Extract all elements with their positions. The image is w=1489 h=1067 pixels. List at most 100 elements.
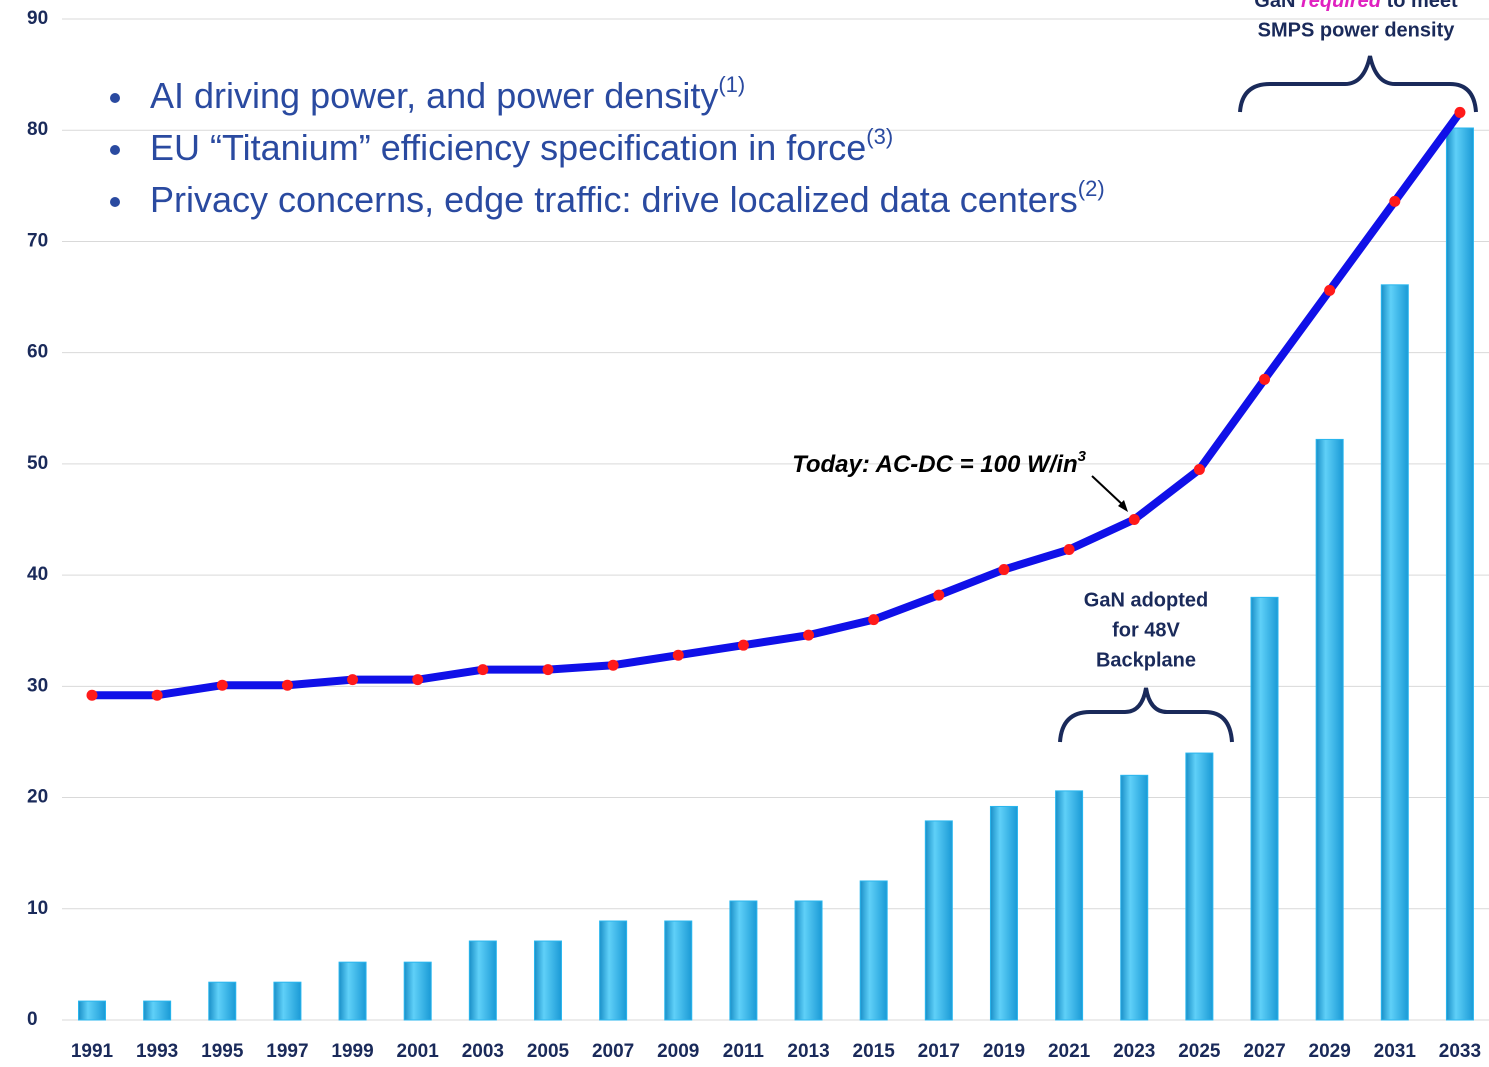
y-tick-label: 70: [27, 230, 48, 251]
bar: [208, 981, 237, 1021]
today-annotation: Today: AC-DC = 100 W/in3: [792, 448, 1087, 478]
x-tick-label: 2023: [1113, 1041, 1155, 1062]
point: [477, 664, 489, 676]
x-tick-label: 1999: [331, 1041, 373, 1062]
bar: [1380, 284, 1409, 1021]
x-tick-label: 2033: [1439, 1041, 1481, 1062]
bar: [468, 940, 497, 1021]
bar: [924, 820, 953, 1021]
bullet-dot: [110, 145, 120, 155]
bullet-text: Privacy concerns, edge traffic: drive lo…: [150, 179, 1078, 220]
bullet-dot: [110, 197, 120, 207]
point: [216, 679, 228, 691]
x-tick-label: 2009: [657, 1041, 699, 1062]
point: [1389, 195, 1401, 207]
bar: [1315, 438, 1344, 1021]
bullet: AI driving power, and power density(1): [150, 72, 745, 116]
bar: [1185, 752, 1214, 1021]
arrow-head: [1118, 500, 1128, 512]
point: [868, 614, 880, 626]
bar: [1120, 774, 1149, 1021]
bar: [599, 920, 628, 1021]
bullet-text: EU “Titanium” efficiency specification i…: [150, 127, 866, 168]
x-tick-label: 2005: [527, 1041, 570, 1062]
point: [412, 674, 424, 686]
x-tick-label: 2011: [723, 1041, 765, 1062]
point: [1324, 284, 1336, 296]
x-tick-label: 2003: [462, 1041, 504, 1062]
bar: [664, 920, 693, 1021]
x-tick-label: 1993: [136, 1041, 178, 1062]
x-tick-label: 2021: [1048, 1041, 1091, 1062]
point: [1063, 544, 1075, 556]
y-tick-label: 80: [27, 119, 48, 140]
bullet-dot: [110, 93, 120, 103]
y-tick-label: 0: [27, 1009, 38, 1030]
bar: [989, 805, 1018, 1021]
bar: [78, 1000, 106, 1021]
bracket: [1058, 687, 1234, 743]
bar: [1055, 790, 1084, 1021]
point: [151, 689, 163, 701]
x-tick-label: 2001: [397, 1041, 440, 1062]
x-tick-label: 2025: [1178, 1041, 1221, 1062]
bracket: [1238, 55, 1478, 113]
y-tick-label: 20: [27, 787, 48, 808]
bullet-note: (3): [866, 124, 893, 149]
bar: [729, 900, 758, 1021]
bar: [533, 940, 562, 1021]
point: [1193, 463, 1205, 475]
point: [1454, 106, 1466, 118]
line: [92, 110, 1464, 700]
x-tick-label: 2015: [853, 1041, 896, 1062]
y-tick-label: 30: [27, 675, 48, 696]
bullets: AI driving power, and power density(1) E…: [110, 72, 1105, 220]
y-tick-label: 60: [27, 342, 48, 363]
bar: [859, 880, 888, 1021]
x-tick-label: 1991: [71, 1041, 114, 1062]
annotation-part: to meet: [1381, 0, 1458, 12]
bar: [338, 961, 367, 1021]
arrow: [1091, 475, 1125, 507]
x-tick-label: 2019: [983, 1041, 1025, 1062]
point: [86, 689, 98, 701]
point: [998, 564, 1010, 576]
point: [542, 664, 554, 676]
point: [672, 649, 684, 661]
point: [607, 659, 619, 671]
annotation-part: required: [1301, 0, 1382, 12]
today-text: Today: AC-DC = 100 W/in: [792, 451, 1078, 478]
point: [347, 674, 359, 686]
annotation: for 48V: [1112, 619, 1180, 641]
y-tick-label: 40: [27, 564, 48, 585]
y-tick-label: 90: [27, 8, 48, 29]
bullet-note: (2): [1078, 176, 1105, 201]
bar: [273, 981, 302, 1021]
bar: [1445, 127, 1474, 1021]
point: [803, 629, 815, 641]
annotation: SMPS power density: [1258, 19, 1456, 41]
annotation: GaN adopted: [1084, 589, 1208, 611]
x-tick-label: 1995: [201, 1041, 244, 1062]
point: [737, 639, 749, 651]
x-tick-label: 2031: [1374, 1041, 1417, 1062]
bar: [403, 961, 432, 1021]
x-tick-label: 2027: [1243, 1041, 1285, 1062]
bar: [794, 900, 823, 1021]
x-tick-label: 2029: [1309, 1041, 1351, 1062]
line-layer: [86, 106, 1466, 701]
y-tick-label: 10: [27, 898, 48, 919]
annotation-part: GaN: [1254, 0, 1301, 12]
bullet-note: (1): [718, 72, 745, 97]
x-tick-label: 2017: [918, 1041, 960, 1062]
bullet-text: AI driving power, and power density: [150, 75, 718, 116]
bar: [1250, 596, 1279, 1021]
annotation: Backplane: [1096, 649, 1196, 671]
x-tick-label: 2013: [787, 1041, 829, 1062]
bar: [143, 1000, 172, 1021]
bullet: EU “Titanium” efficiency specification i…: [150, 124, 893, 168]
y-tick-label: 50: [27, 453, 48, 474]
bullet: Privacy concerns, edge traffic: drive lo…: [150, 176, 1105, 220]
today-sup: 3: [1078, 448, 1087, 465]
